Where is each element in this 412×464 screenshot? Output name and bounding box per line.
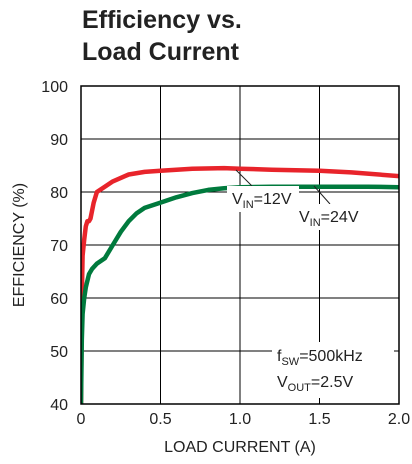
x-tick-label: 0 [77, 411, 86, 428]
x-tick-label: 1.0 [229, 411, 251, 428]
y-tick-label: 70 [50, 238, 68, 255]
annotation-vin12: VIN=12V [232, 191, 292, 211]
annotation-bg-vin24 [296, 204, 378, 230]
annotation-leader-vin24 [313, 185, 331, 205]
chart-title: Efficiency vs. Load Current [82, 4, 242, 68]
y-tick-label: 60 [50, 291, 68, 308]
x-tick-label: 1.5 [308, 411, 330, 428]
x-axis-label: LOAD CURRENT (A) [164, 439, 316, 456]
annotation-bg-conditions [272, 342, 394, 398]
plot-border [80, 85, 400, 405]
chart-title-line2: Load Current [82, 38, 239, 66]
tick-labels: 0 0.5 1.0 1.5 2.0 40 50 60 70 80 90 100 [41, 79, 410, 428]
annotation-group: VIN=12V VIN=24V fSW=500kHz VOUT=2.5V [227, 186, 394, 398]
annotation-fsw: fSW=500kHz [277, 348, 363, 368]
x-tick-label: 0.5 [149, 411, 171, 428]
annotation-leader-vin12 [235, 169, 253, 187]
annotation-leaders [235, 169, 331, 205]
annotation-vin24: VIN=24V [299, 209, 359, 229]
y-tick-label: 90 [50, 132, 68, 149]
y-tick-label: 100 [41, 79, 68, 96]
y-tick-label: 40 [50, 397, 68, 414]
y-tick-label: 80 [50, 185, 68, 202]
chart-title-line1: Efficiency vs. [82, 6, 242, 34]
annotation-vout: VOUT=2.5V [277, 374, 353, 394]
y-axis-label: EFFICIENCY (%) [11, 183, 28, 307]
plot-frame [80, 85, 400, 405]
y-tick-label: 50 [50, 344, 68, 361]
annotation-bg-vin12 [227, 186, 299, 212]
series-line-1 [81, 165, 399, 404]
x-tick-label: 2.0 [388, 411, 410, 428]
